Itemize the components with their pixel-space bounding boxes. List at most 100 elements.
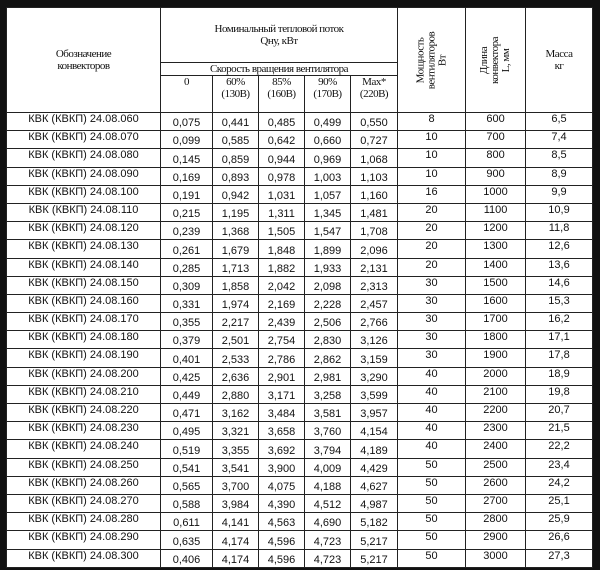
cell-flow-60: 1,713 — [212, 257, 259, 277]
cell-fan-power: 50 — [397, 457, 467, 477]
cell-mass: 23,4 — [525, 457, 594, 477]
cell-flow-max: 4,429 — [349, 457, 399, 477]
cell-flow-85: 4,075 — [258, 475, 305, 495]
cell-designation: КВК (КВКП) 24.08.270 — [6, 493, 161, 514]
cell-fan-power: 30 — [397, 312, 467, 332]
cell-mass: 25,9 — [525, 512, 594, 532]
cell-flow-60: 0,585 — [212, 130, 259, 150]
cell-flow-90: 4,188 — [304, 475, 351, 495]
cell-flow-0: 0,261 — [160, 239, 213, 259]
cell-flow-0: 0,401 — [160, 348, 213, 368]
heat-flow-unit: Qну, кВт — [260, 35, 298, 47]
cell-flow-85: 4,596 — [258, 530, 305, 550]
cell-flow-90: 2,228 — [304, 293, 351, 314]
cell-mass: 17,1 — [525, 330, 594, 350]
cell-designation: КВК (КВКП) 24.08.180 — [6, 330, 161, 350]
speed-header-4: Max* (220В) — [349, 75, 399, 113]
cell-fan-power: 40 — [397, 402, 467, 423]
cell-flow-85: 3,484 — [258, 402, 305, 423]
cell-flow-max: 1,068 — [349, 148, 399, 168]
cell-flow-90: 2,830 — [304, 330, 351, 350]
cell-fan-power: 10 — [397, 148, 467, 168]
cell-flow-85: 2,754 — [258, 330, 305, 350]
cell-designation: КВК (КВКП) 24.08.250 — [6, 457, 161, 477]
cell-flow-60: 2,501 — [212, 330, 259, 350]
cell-flow-60: 2,217 — [212, 312, 259, 332]
cell-mass: 9,9 — [525, 184, 594, 204]
cell-flow-60: 0,859 — [212, 148, 259, 168]
cell-flow-0: 0,191 — [160, 184, 213, 204]
cell-flow-max: 3,126 — [349, 330, 399, 350]
table-row: КВК (КВКП) 24.08.080 0,145 0,859 0,944 0,969… — [6, 148, 594, 168]
cell-length: 2900 — [465, 530, 527, 550]
cell-fan-power: 50 — [397, 530, 467, 550]
cell-length: 1500 — [465, 275, 527, 295]
table-row: КВК (КВКП) 24.08.200 0,425 2,636 2,901 2,981… — [6, 366, 594, 386]
cell-designation: КВК (КВКП) 24.08.140 — [6, 257, 161, 277]
cell-flow-60: 1,368 — [212, 221, 259, 241]
cell-flow-85: 2,169 — [258, 293, 305, 314]
cell-flow-max: 2,096 — [349, 239, 399, 259]
cell-flow-max: 0,550 — [349, 111, 399, 132]
cell-flow-85: 1,031 — [258, 184, 305, 204]
cell-flow-60: 3,321 — [212, 421, 259, 441]
footnote-strip — [0, 570, 600, 581]
mass-header: Масса кг — [525, 7, 594, 113]
cell-flow-85: 1,311 — [258, 202, 305, 223]
cell-designation: КВК (КВКП) 24.08.230 — [6, 421, 161, 441]
cell-length: 1100 — [465, 202, 527, 223]
cell-flow-90: 1,547 — [304, 221, 351, 241]
cell-designation: КВК (КВКП) 24.08.190 — [6, 348, 161, 368]
cell-flow-85: 2,786 — [258, 348, 305, 368]
cell-flow-max: 1,708 — [349, 221, 399, 241]
cell-flow-90: 2,981 — [304, 366, 351, 386]
speed-header-3: 90% (170В) — [304, 75, 351, 113]
cell-mass: 6,5 — [525, 111, 594, 132]
cell-flow-90: 1,933 — [304, 257, 351, 277]
cell-flow-60: 2,636 — [212, 366, 259, 386]
cell-designation: КВК (КВКП) 24.08.070 — [6, 130, 161, 150]
cell-mass: 11,8 — [525, 221, 594, 241]
heat-flow-title: Номинальный тепловой поток — [214, 23, 344, 35]
cell-designation: КВК (КВКП) 24.08.210 — [6, 384, 161, 405]
cell-flow-0: 0,425 — [160, 366, 213, 386]
cell-flow-85: 3,692 — [258, 439, 305, 459]
cell-flow-max: 5,217 — [349, 530, 399, 550]
cell-flow-max: 5,182 — [349, 512, 399, 532]
cell-length: 2300 — [465, 421, 527, 441]
cell-flow-max: 1,481 — [349, 202, 399, 223]
cell-flow-60: 3,541 — [212, 457, 259, 477]
cell-flow-60: 1,974 — [212, 293, 259, 314]
cell-mass: 10,9 — [525, 202, 594, 223]
cell-flow-0: 0,565 — [160, 475, 213, 495]
cell-mass: 14,6 — [525, 275, 594, 295]
cell-flow-85: 1,505 — [258, 221, 305, 241]
cell-flow-0: 0,099 — [160, 130, 213, 150]
cell-flow-60: 0,441 — [212, 111, 259, 132]
cell-mass: 26,6 — [525, 530, 594, 550]
cell-flow-90: 0,499 — [304, 111, 351, 132]
cell-flow-85: 3,658 — [258, 421, 305, 441]
cell-designation: КВК (КВКП) 24.08.060 — [6, 111, 161, 132]
cell-flow-60: 2,533 — [212, 348, 259, 368]
cell-flow-max: 3,599 — [349, 384, 399, 405]
cell-flow-90: 4,723 — [304, 530, 351, 550]
cell-designation: КВК (КВКП) 24.08.120 — [6, 221, 161, 241]
cell-fan-power: 8 — [397, 111, 467, 132]
cell-mass: 7,4 — [525, 130, 594, 150]
cell-flow-max: 2,766 — [349, 312, 399, 332]
cell-flow-0: 0,519 — [160, 439, 213, 459]
cell-designation: КВК (КВКП) 24.08.090 — [6, 166, 161, 186]
cell-flow-0: 0,309 — [160, 275, 213, 295]
cell-designation: КВК (КВКП) 24.08.240 — [6, 439, 161, 459]
cell-flow-85: 1,882 — [258, 257, 305, 277]
cell-fan-power: 50 — [397, 493, 467, 514]
cell-flow-85: 0,642 — [258, 130, 305, 150]
cell-fan-power: 50 — [397, 512, 467, 532]
cell-length: 1900 — [465, 348, 527, 368]
cell-flow-max: 0,727 — [349, 130, 399, 150]
cell-flow-90: 4,690 — [304, 512, 351, 532]
cell-fan-power: 40 — [397, 384, 467, 405]
cell-fan-power: 20 — [397, 221, 467, 241]
fan-power-header: Мощность вентиляторов Вт — [397, 7, 467, 113]
